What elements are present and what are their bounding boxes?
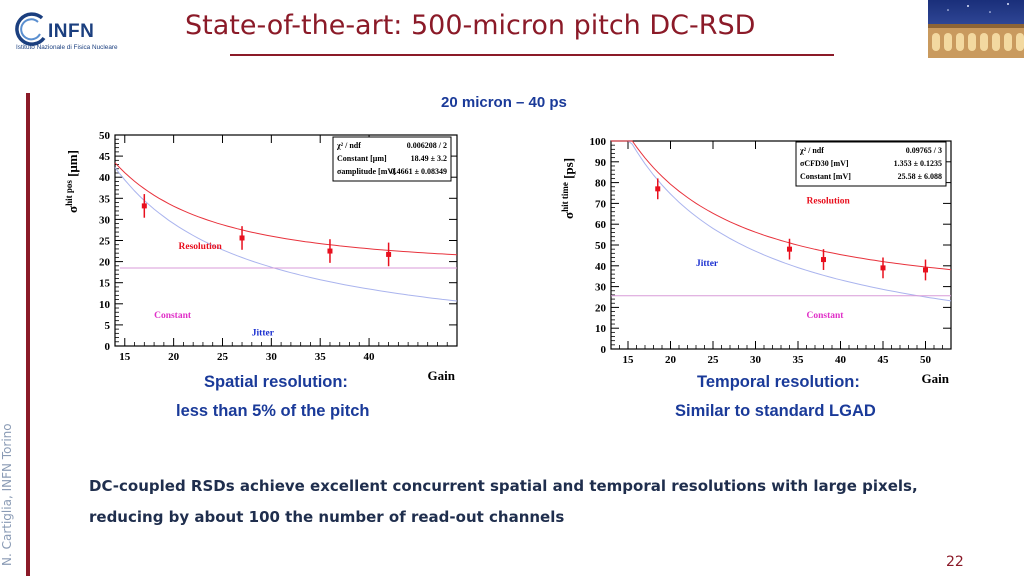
y-tick-label: 70 (595, 198, 607, 210)
y-tick-label: 90 (595, 157, 607, 169)
fit-stat-value: 25.58 ± 6.088 (898, 172, 942, 181)
y-axis-label: σhit pos [μm] (64, 150, 80, 213)
x-tick-label: 15 (623, 354, 635, 366)
y-tick-label: 50 (99, 130, 111, 142)
x-tick-label: 15 (119, 351, 130, 363)
y-tick-label: 30 (99, 214, 111, 226)
jitter-legend-label: Jitter (696, 259, 719, 269)
fit-stats-box (332, 136, 452, 182)
page-title: State-of-the-art: 500-micron pitch DC-RS… (185, 10, 756, 41)
data-point (821, 257, 826, 263)
page-number: 22 (946, 554, 964, 570)
title-underline (230, 54, 834, 56)
x-axis-label: Gain (922, 371, 950, 385)
y-tick-label: 20 (595, 302, 607, 314)
y-tick-label: 45 (99, 151, 111, 163)
infn-logo-mark-icon (15, 12, 46, 46)
data-point (239, 235, 245, 241)
author-credit: N. Cartiglia, INFN Torino (0, 423, 14, 566)
constant-legend-label: Constant (807, 311, 845, 321)
x-axis-label: Gain (428, 368, 456, 383)
y-tick-label: 50 (595, 240, 607, 252)
logo-subtitle: Istituto Nazionale di Fisica Nucleare (16, 44, 118, 51)
fit-stat-value: 0.4661 ± 0.08349 (391, 167, 447, 176)
jitter-curve (611, 140, 952, 302)
fit-stat-label: σamplitude [mV] (337, 167, 396, 176)
data-point (386, 251, 392, 257)
data-point (923, 267, 928, 273)
resolution-legend-label: Resolution (179, 242, 223, 252)
y-tick-label: 5 (105, 320, 111, 332)
x-tick-label: 25 (217, 351, 229, 363)
spatial-resolution-chart: 0 5 10 15 20 25 30 35 40 45 50 15 20 25 30 35 40 Gain σhit… (64, 130, 458, 383)
data-point (327, 248, 333, 254)
resolution-fit-curve (114, 162, 458, 256)
fit-stat-value: 18.49 ± 3.2 (411, 154, 447, 163)
temporal-caption-line1: Temporal resolution: (697, 373, 860, 391)
x-tick-label: 45 (878, 354, 890, 366)
y-tick-label: 100 (590, 136, 607, 148)
x-tick-label: 35 (793, 354, 805, 366)
x-tick-label: 20 (665, 354, 677, 366)
data-point (787, 246, 792, 252)
constant-legend-label: Constant (154, 311, 192, 321)
x-tick-label: 50 (920, 354, 932, 366)
x-tick-label: 30 (750, 354, 762, 366)
fit-stat-label: χ² / ndf (799, 146, 824, 155)
infn-logo: INFN Istituto Nazionale di Fisica Nuclea… (14, 10, 134, 58)
fit-stats-box (795, 141, 947, 187)
turin-photo (928, 0, 1024, 58)
logo-word: INFN (48, 21, 95, 42)
x-tick-label: 35 (315, 351, 327, 363)
y-tick-label: 0 (105, 341, 111, 353)
fit-stat-label: σCFD30 [mV] (800, 159, 849, 168)
x-tick-label: 25 (708, 354, 720, 366)
x-tick-label: 20 (168, 351, 180, 363)
y-axis-label: σhit time [ps] (560, 158, 576, 219)
y-tick-label: 10 (99, 299, 111, 311)
y-tick-label: 25 (99, 236, 111, 248)
x-tick-label: 30 (266, 351, 278, 363)
data-point (655, 186, 661, 192)
y-tick-label: 10 (595, 323, 607, 335)
x-tick-label: 40 (835, 354, 847, 366)
fit-stat-value: 0.09765 / 3 (906, 146, 942, 155)
resolution-legend-label: Resolution (807, 196, 851, 206)
y-tick-label: 40 (99, 172, 111, 184)
y-tick-label: 30 (595, 282, 607, 294)
summary-text: DC-coupled RSDs achieve excellent concur… (89, 477, 918, 526)
jitter-curve (114, 167, 458, 302)
spatial-caption-line1: Spatial resolution: (204, 373, 348, 391)
spatial-caption-line2: less than 5% of the pitch (176, 402, 370, 420)
turin-arcade-photo-icon (928, 0, 1024, 58)
left-accent-bar (26, 93, 30, 576)
y-tick-label: 40 (595, 261, 607, 273)
resolution-fit-curve (611, 140, 952, 271)
data-point (880, 265, 886, 271)
fit-stat-label: χ² / ndf (336, 141, 361, 150)
fit-stat-label: Constant [μm] (337, 154, 387, 163)
data-point (141, 203, 147, 209)
fit-stat-value: 1.353 ± 0.1235 (894, 159, 942, 168)
y-tick-label: 20 (99, 257, 111, 269)
y-tick-label: 35 (99, 193, 111, 205)
fit-stat-value: 0.006208 / 2 (407, 141, 447, 150)
jitter-legend-label: Jitter (252, 328, 275, 338)
resolution-summary-heading: 20 micron – 40 ps (441, 94, 567, 111)
y-tick-label: 0 (601, 344, 607, 356)
fit-stat-label: Constant [mV] (800, 172, 851, 181)
x-tick-label: 40 (364, 351, 376, 363)
y-tick-label: 80 (595, 178, 607, 190)
y-tick-label: 15 (99, 278, 111, 290)
temporal-resolution-chart: 0 10 20 30 40 50 60 70 80 90 100 15 20 25 30 35 40 45 50 Ga… (560, 136, 952, 385)
y-tick-label: 60 (595, 219, 607, 231)
temporal-caption-line2: Similar to standard LGAD (675, 402, 876, 420)
